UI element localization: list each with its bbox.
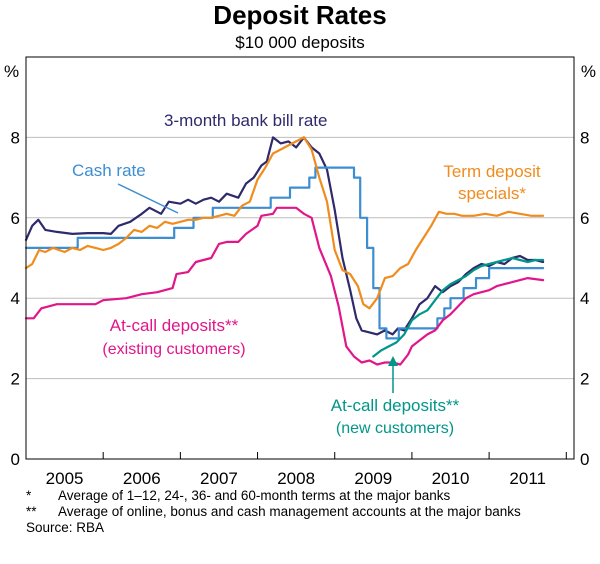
y-tick-label-left: 8 [11, 128, 20, 147]
axis-ticks: 0 0 2 2 4 4 6 6 8 8 2005 2006 2007 2008 2009 2010 2011 [11, 128, 590, 486]
cash-rate-pointer [117, 183, 179, 214]
label-atcall-existing-line2: (existing customers) [102, 341, 245, 358]
label-atcall-new-line2: (new customers) [336, 420, 454, 437]
footnotes: * Average of 1–12, 24-, 36- and 60-month… [26, 488, 586, 536]
label-cash-rate: Cash rate [72, 161, 146, 180]
x-tick-label: 2006 [123, 469, 161, 486]
label-atcall-new-line1: At-call deposits** [331, 396, 460, 415]
label-term-deposit-line2: specials* [458, 184, 526, 203]
label-term-deposit-line1: Term deposit [443, 162, 541, 181]
plot-frame [25, 56, 575, 460]
series-lines [24, 136, 545, 366]
label-atcall-existing-line1: At-call deposits** [110, 316, 239, 335]
x-tick-label: 2009 [354, 469, 392, 486]
chart-title: Deposit Rates [213, 0, 386, 30]
x-tick-label: 2011 [509, 469, 546, 486]
atcall-new-arrow [388, 356, 398, 393]
chart-subtitle: $10 000 deposits [235, 33, 365, 52]
y-axis-unit-left: % [4, 62, 19, 81]
y-tick-label-left: 2 [11, 370, 20, 389]
y-tick-label-left: 4 [11, 289, 20, 308]
x-tick-label: 2010 [432, 469, 470, 486]
footnote-mark: ** [26, 504, 37, 519]
series-line-term-deposit-specials [24, 136, 545, 310]
y-tick-label-left: 0 [11, 450, 20, 469]
y-tick-label-right: 4 [580, 289, 589, 308]
footnote-text: Average of 1–12, 24-, 36- and 60-month t… [58, 488, 451, 503]
footnote-text: Average of online, bonus and cash manage… [58, 504, 521, 519]
series-line-at-call-deposits-new-customers [372, 256, 545, 358]
y-tick-label-right: 0 [580, 450, 589, 469]
source-line: Source: RBA [26, 520, 105, 535]
y-tick-label-left: 6 [11, 209, 20, 228]
y-tick-label-right: 8 [580, 128, 589, 147]
footnote-row: ** Average of online, bonus and cash man… [26, 504, 586, 520]
footnote-row: * Average of 1–12, 24-, 36- and 60-month… [26, 488, 586, 504]
footnote-mark: * [26, 488, 32, 503]
x-tick-label: 2005 [46, 469, 84, 486]
label-bill-rate: 3-month bank bill rate [164, 111, 327, 130]
series-line-at-call-deposits-existing-customers [24, 206, 545, 366]
y-tick-label-right: 6 [580, 209, 589, 228]
series-line-cash-rate [24, 166, 545, 340]
x-tick-label: 2008 [277, 469, 315, 486]
x-tick-label: 2007 [200, 469, 238, 486]
y-axis-unit-right: % [581, 62, 596, 81]
y-tick-label-right: 2 [580, 370, 589, 389]
